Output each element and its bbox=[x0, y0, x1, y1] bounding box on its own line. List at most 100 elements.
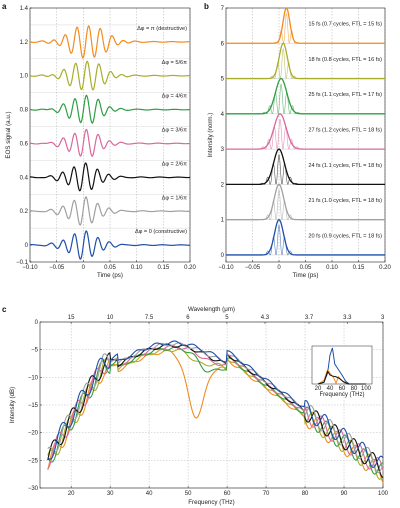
panel-letter-a: a bbox=[2, 2, 7, 11]
y-tick-label: 2 bbox=[221, 182, 225, 188]
x-tick-label: 0.20 bbox=[379, 265, 391, 271]
pulse-label: 15 fs (0.7 cycles, FTL = 15 fs) bbox=[308, 22, 382, 28]
pulse-label: 27 fs (1.2 cycles, FTL = 18 fs) bbox=[308, 127, 382, 133]
x-tick-label: 0.15 bbox=[157, 265, 169, 271]
eos-trace bbox=[29, 162, 191, 192]
trace-label: Δφ = 3/6π bbox=[162, 128, 188, 134]
intensity-envelope bbox=[226, 113, 385, 150]
y-tick-label: −20 bbox=[28, 431, 39, 437]
trace-label: Δφ = 1/6π bbox=[162, 195, 188, 201]
intensity-envelope bbox=[226, 7, 385, 44]
inset-tick-label: 60 bbox=[339, 386, 346, 392]
y-tick-label: −30 bbox=[28, 486, 39, 492]
pulse-label: 25 fs (1.1 cycles, FTL = 17 fs) bbox=[308, 92, 382, 98]
panel-a-eos-signal: −0.10 −0.05 0 0.05 0.10 0.15 0.20−0.100.20.40.… bbox=[5, 6, 196, 279]
inset-tick-label: 20 bbox=[315, 386, 322, 392]
x-tick-label: 0.20 bbox=[184, 265, 196, 271]
y-tick-label: −10 bbox=[28, 375, 39, 381]
y-tick-label: −0.1 bbox=[16, 260, 29, 266]
inset-tick-label: 40 bbox=[327, 386, 334, 392]
y-axis-title: EOS signal (a.u.) bbox=[5, 111, 12, 158]
intensity-envelope bbox=[226, 183, 385, 221]
trace-label: Δφ = 0 (constructive) bbox=[135, 229, 187, 235]
pulse-label: 20 fs (0.9 cycles, FTL = 18 fs) bbox=[308, 233, 382, 239]
eos-trace bbox=[29, 128, 191, 157]
spectrum-trace bbox=[47, 349, 384, 483]
eos-trace bbox=[29, 230, 191, 260]
top-tick-label: 5 bbox=[225, 315, 229, 321]
x-tick-label: 0.15 bbox=[353, 265, 365, 271]
y-tick-label: 0.6 bbox=[20, 141, 29, 147]
trace-label: Δφ = 2/6π bbox=[162, 161, 188, 167]
top-tick-label: 6 bbox=[186, 315, 190, 321]
intensity-envelope bbox=[226, 42, 385, 80]
y-tick-label: 7 bbox=[221, 6, 225, 12]
intensity-envelope bbox=[226, 77, 385, 115]
y-tick-label: 1.4 bbox=[20, 6, 29, 12]
x-tick-label: 90 bbox=[341, 491, 348, 497]
x-axis-title: Frequency (THz) bbox=[188, 499, 234, 506]
y-tick-label: 6 bbox=[221, 41, 225, 47]
top-tick-label: 4.3 bbox=[261, 315, 270, 321]
top-tick-label: 10 bbox=[107, 315, 114, 321]
pulse-label: 24 fs (1.1 cycles, FTL = 18 fs) bbox=[308, 163, 382, 169]
trace-label: Δφ = π (destructive) bbox=[137, 26, 187, 32]
eos-trace bbox=[29, 60, 191, 91]
panel-b-intensity: −0.10 −0.05 0 0.05 0.10 0.15 0.20 0 1 2 3 4 5 6 7 Time … bbox=[207, 6, 391, 279]
x-tick-label: 70 bbox=[263, 491, 270, 497]
top-tick-label: 3.7 bbox=[305, 315, 314, 321]
x-axis-title: Time (ps) bbox=[293, 272, 319, 279]
y-axis-title: Intensity (norm.) bbox=[207, 113, 214, 158]
x-tick-label: 30 bbox=[107, 491, 114, 497]
inset-frame bbox=[311, 345, 373, 385]
x-tick-label: 20 bbox=[68, 491, 75, 497]
x-tick-label: 0.05 bbox=[104, 265, 116, 271]
x-tick-label: −0.10 bbox=[218, 265, 234, 271]
x-tick-label: 0.10 bbox=[131, 265, 143, 271]
y-tick-label: 3 bbox=[221, 147, 225, 153]
y-tick-label: −15 bbox=[28, 403, 39, 409]
y-tick-label: 0 bbox=[35, 320, 39, 326]
x-tick-label: 40 bbox=[146, 491, 153, 497]
panel-letter-b: b bbox=[204, 2, 209, 11]
y-tick-label: 0.4 bbox=[20, 175, 29, 181]
x-tick-label: 0 bbox=[277, 265, 281, 271]
x-axis-title: Time (ps) bbox=[97, 272, 123, 279]
y-tick-label: 1.2 bbox=[20, 40, 29, 46]
eos-trace bbox=[29, 196, 191, 226]
intensity-envelope bbox=[226, 218, 385, 256]
y-tick-label: 0 bbox=[25, 243, 29, 249]
inset-tick-label: 80 bbox=[351, 386, 358, 392]
y-tick-label: 4 bbox=[221, 112, 225, 118]
x-tick-label: −0.10 bbox=[22, 265, 38, 271]
x-tick-label: 0 bbox=[82, 265, 86, 271]
panel-c-spectrum: 20 30 40 50 60 70 80 90 100 −30 −25 −20 −15 −10 −5 0 15 1… bbox=[9, 306, 389, 506]
y-tick-label: 0 bbox=[221, 253, 225, 259]
spectrum-trace bbox=[47, 342, 384, 474]
spectrum-trace bbox=[47, 340, 384, 469]
panel-letter-c: c bbox=[2, 305, 7, 314]
y-tick-label: −25 bbox=[28, 458, 39, 464]
x-tick-label: 0.05 bbox=[300, 265, 312, 271]
y-tick-label: 1.0 bbox=[20, 74, 29, 80]
trace-label: Δφ = 4/6π bbox=[162, 94, 188, 100]
spectrum-trace bbox=[47, 343, 384, 479]
x-tick-label: 60 bbox=[224, 491, 231, 497]
eos-trace bbox=[29, 94, 191, 124]
inset-axis-title: Frequency (THz) bbox=[319, 392, 364, 398]
spectrum-trace bbox=[47, 344, 384, 471]
y-tick-label: 0.8 bbox=[20, 108, 29, 114]
x-tick-label: −0.05 bbox=[49, 265, 65, 271]
top-tick-label: 7.5 bbox=[145, 315, 154, 321]
eos-trace bbox=[29, 24, 191, 59]
x-tick-label: −0.05 bbox=[245, 265, 261, 271]
pulse-label: 18 fs (0.8 cycles, FTL = 16 fs) bbox=[308, 57, 382, 63]
top-axis-title: Wavelength (μm) bbox=[188, 306, 235, 313]
y-tick-label: 1 bbox=[221, 218, 225, 224]
top-tick-label: 3.3 bbox=[343, 315, 352, 321]
y-tick-label: −5 bbox=[31, 348, 39, 354]
y-axis-title: Intensity (dB) bbox=[9, 387, 16, 423]
top-tick-label: 3 bbox=[381, 315, 385, 321]
inset-trace bbox=[317, 370, 366, 385]
trace-label: Δφ = 5/6π bbox=[162, 60, 188, 66]
